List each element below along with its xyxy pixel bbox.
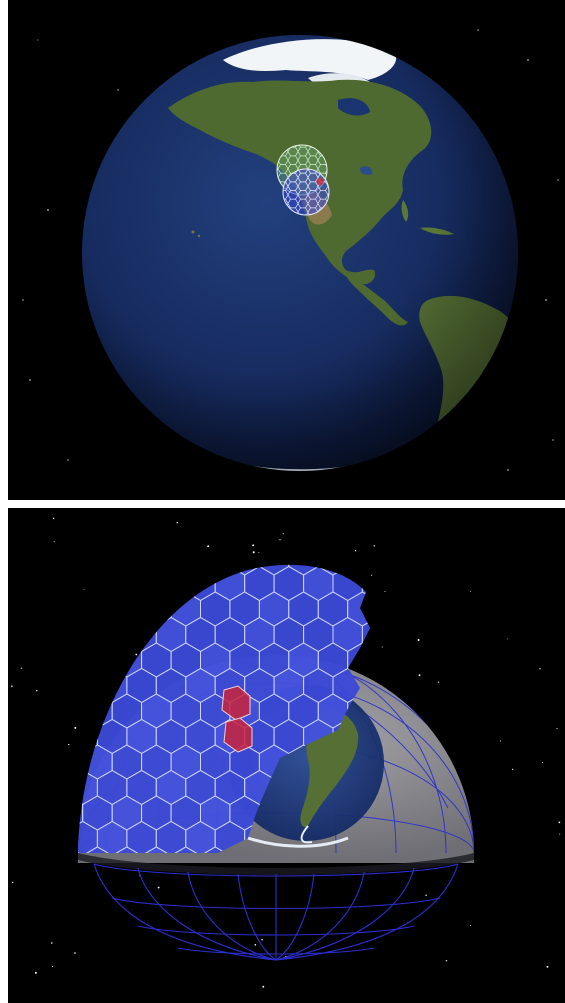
hex-cell [78, 565, 98, 602]
dome-closeup-canvas [11, 517, 561, 988]
hex-cell [68, 873, 97, 907]
hex-cell [304, 873, 333, 907]
hex-cell [78, 667, 98, 704]
lower-wireframe [93, 863, 459, 961]
hex-cell [377, 643, 406, 677]
hex-dome-blue [282, 168, 330, 216]
hex-cell [347, 564, 370, 576]
hex-cell [82, 591, 113, 627]
hex-cell [78, 744, 84, 780]
hex-cell [96, 616, 128, 653]
hex-cell [155, 565, 187, 602]
hex-cell [392, 567, 421, 601]
hex-cell [361, 565, 370, 602]
hex-cell [111, 846, 143, 854]
hex-cell [78, 591, 84, 627]
hex-cell [97, 873, 127, 907]
highlighted-hex-cell [223, 717, 253, 753]
hex-cell [377, 541, 406, 575]
hex-cell [200, 846, 231, 854]
hex-cell [82, 642, 113, 678]
hex-cell [82, 564, 113, 576]
hex-cell [78, 642, 84, 678]
hex-cell [362, 873, 392, 907]
hex-cell [96, 565, 128, 602]
highlighted-hex-cell [221, 685, 251, 721]
starfield [22, 29, 559, 471]
hex-cell [333, 873, 362, 907]
hexagonal-dome-closeup-view [8, 508, 565, 1003]
highlighted-hex-cells [221, 685, 253, 753]
starfield [11, 517, 561, 988]
hex-cell [78, 616, 98, 653]
hex-cell [245, 873, 274, 907]
hex-cell [78, 795, 84, 831]
hex-cell [377, 592, 406, 626]
hex-cell [170, 564, 201, 576]
hex-cell [111, 591, 143, 627]
hex-cell [170, 846, 201, 854]
equator-band [78, 853, 474, 875]
hex-cell [78, 564, 84, 576]
earth-overview-view [8, 0, 565, 500]
hex-cell [82, 846, 113, 854]
hex-cell [200, 564, 231, 576]
hex-cell [141, 564, 172, 576]
hex-cell [78, 693, 84, 729]
hex-cell [392, 618, 421, 652]
hex-cell [78, 718, 98, 755]
hex-cell [111, 564, 143, 576]
hex-cell [141, 846, 172, 854]
hex-cell [126, 565, 157, 602]
hex-cell [274, 873, 304, 907]
hex-cell [156, 873, 186, 907]
earth-overview-canvas [22, 29, 559, 471]
earth-globe [82, 35, 518, 471]
hex-cell [186, 873, 215, 907]
